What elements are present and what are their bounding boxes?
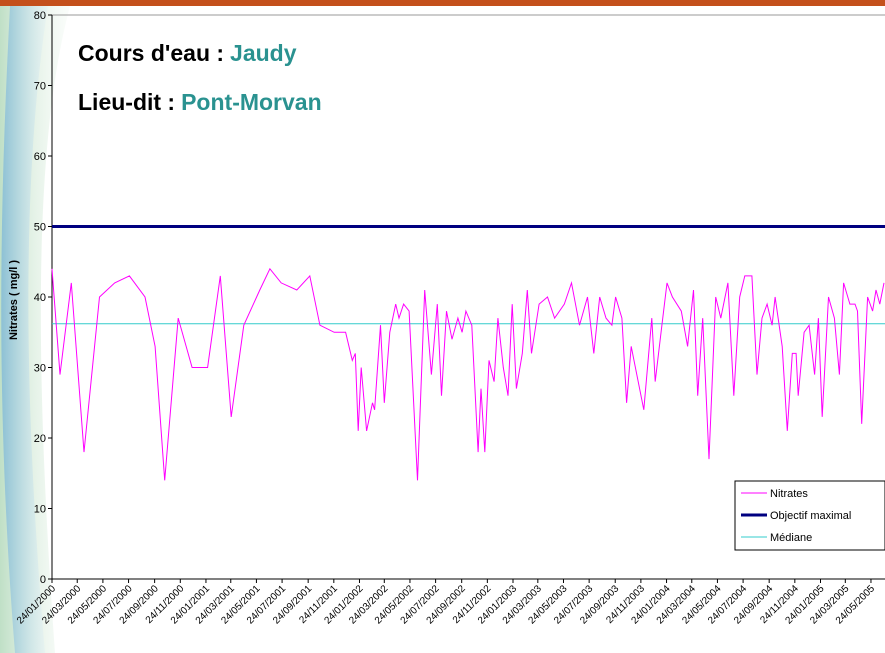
y-tick-label: 60	[34, 151, 46, 163]
title-line: Lieu-dit : Pont-Morvan	[78, 89, 322, 115]
legend: Nitrates Objectif maximal Médiane	[734, 480, 885, 551]
title-label: Cours d'eau :	[78, 40, 224, 66]
y-tick-label: 80	[34, 10, 46, 22]
decor	[1, 6, 48, 653]
title-value: Pont-Morvan	[181, 89, 322, 115]
top-bar	[0, 0, 885, 6]
y-tick-label: 20	[34, 433, 46, 445]
legend-label: Objectif maximal	[770, 510, 851, 522]
y-tick-label: 10	[34, 504, 46, 516]
legend-label: Médiane	[770, 532, 812, 544]
series-line	[51, 267, 885, 481]
title-value: Jaudy	[230, 40, 297, 66]
legend-label: Nitrates	[770, 488, 808, 500]
y-tick-label: 50	[34, 222, 46, 234]
y-tick-label: 70	[34, 81, 46, 93]
y-tick-label: 30	[34, 363, 46, 375]
y-tick-label: 0	[40, 574, 46, 586]
title-label: Lieu-dit :	[78, 89, 175, 115]
y-tick-label: 40	[34, 292, 46, 304]
title-line: Cours d'eau : Jaudy	[78, 40, 297, 66]
y-axis-label: Nitrates ( mg/l )	[8, 260, 20, 340]
